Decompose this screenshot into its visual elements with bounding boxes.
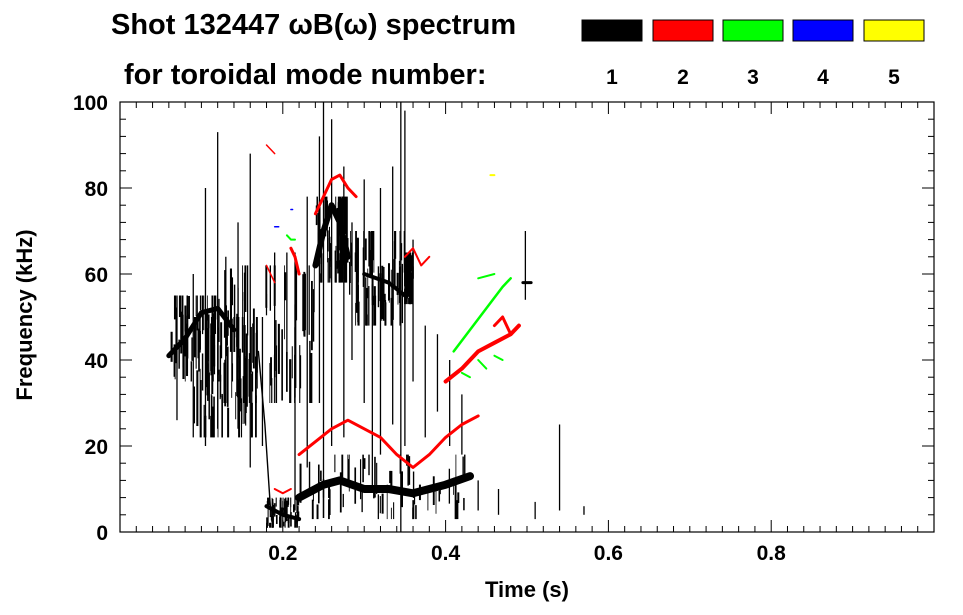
mode-1-series: [166, 102, 585, 532]
mode-3-track: [452, 277, 512, 353]
mode-2-track: [265, 264, 276, 284]
mode-1-blob: [217, 265, 315, 403]
legend-label-3: 3: [747, 66, 759, 89]
mode-3-track: [285, 234, 296, 241]
mode-1-track: [312, 202, 351, 269]
chart-title-line1: Shot 132447 ωB(ω) spectrum: [111, 9, 516, 41]
y-tick-label: 20: [85, 436, 108, 459]
mode-1-track: [257, 350, 272, 512]
x-axis-label: Time (s): [485, 577, 569, 602]
x-tick-label: 0.4: [431, 542, 461, 565]
x-tick-label: 0.2: [268, 542, 297, 565]
y-tick-label: 100: [73, 92, 108, 115]
mode-4-series: [273, 208, 294, 228]
y-tick-label: 40: [85, 350, 108, 373]
y-tick-label: 60: [85, 264, 108, 287]
mode-3-track: [460, 371, 471, 379]
legend-label-2: 2: [677, 66, 689, 89]
mode-2-track: [492, 315, 513, 336]
y-tick-label: 80: [85, 178, 108, 201]
mode-2-track: [443, 323, 521, 384]
legend-label-4: 4: [817, 66, 829, 89]
mode-2-track: [265, 144, 276, 155]
mode-1-track: [362, 272, 407, 298]
y-axis-label: Frequency (kHz): [12, 229, 37, 400]
mode-2-track: [289, 246, 301, 276]
mode-3-series: [285, 234, 512, 379]
legend-swatch-3: [722, 19, 784, 42]
legend-swatch-4: [792, 19, 854, 42]
x-tick-label: 0.6: [594, 542, 623, 565]
legend-swatch-2: [652, 19, 714, 42]
mode-2-track: [403, 247, 431, 267]
legend-swatch-1: [581, 19, 643, 42]
mode-1-track: [295, 472, 474, 502]
mode-2-series: [265, 144, 521, 495]
mode-3-track: [477, 359, 488, 370]
data-layer: [166, 102, 585, 532]
mode-2-track: [297, 414, 480, 469]
legend: 1 2 3 4 5: [581, 19, 925, 89]
legend-label-5: 5: [888, 66, 900, 89]
x-tick-label: 0.8: [757, 542, 787, 565]
mode-1-track: [264, 504, 302, 522]
y-tick-label: 0: [96, 522, 108, 545]
mode-2-track: [273, 488, 292, 495]
chart-title-line2: for toroidal mode number:: [124, 59, 487, 91]
axis-tick-labels: 0 20 40 60 80 100 0.2 0.4 0.6 0.8: [73, 92, 786, 565]
legend-swatch-5: [863, 19, 925, 42]
axis-ticks: [120, 101, 934, 533]
legend-label-1: 1: [606, 66, 618, 89]
mode-1-track: [166, 305, 237, 359]
mode-3-track: [477, 273, 496, 280]
mode-3-track: [493, 354, 504, 361]
mode-2-track: [313, 173, 358, 216]
